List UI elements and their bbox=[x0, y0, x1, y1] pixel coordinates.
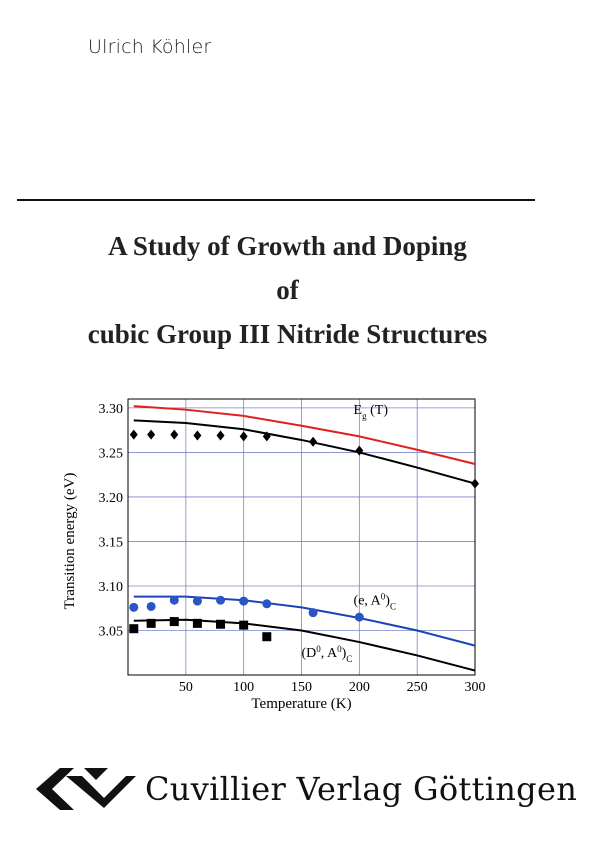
title-line-2: of bbox=[276, 275, 299, 305]
title-line-3: cubic Group III Nitride Structures bbox=[87, 319, 488, 349]
data-point-diamond bbox=[193, 430, 202, 441]
data-point-diamond bbox=[147, 429, 156, 440]
x-tick-label: 50 bbox=[179, 680, 193, 695]
y-tick-label: 3.25 bbox=[99, 446, 124, 461]
fit-curve bbox=[133, 595, 476, 647]
data-point-diamond bbox=[170, 429, 179, 440]
x-tick-label: 150 bbox=[291, 680, 312, 695]
y-tick-label: 3.30 bbox=[99, 402, 124, 417]
data-point-square bbox=[129, 624, 139, 634]
publisher-logo-icon bbox=[36, 768, 136, 810]
y-tick-label: 3.05 bbox=[99, 624, 124, 639]
data-point-circle bbox=[262, 599, 272, 609]
data-point-circle bbox=[354, 612, 364, 622]
data-point-diamond bbox=[216, 430, 225, 441]
data-point-diamond bbox=[471, 478, 479, 489]
curve-label-e-a0: (e, A0)C bbox=[354, 592, 396, 612]
chart-curves bbox=[133, 405, 476, 672]
data-point-diamond bbox=[309, 436, 318, 447]
curve-label-eg: Eg (T) bbox=[354, 403, 389, 421]
y-tick-label: 3.10 bbox=[99, 580, 124, 595]
data-point-square bbox=[146, 618, 156, 628]
fit-curve bbox=[133, 618, 476, 672]
data-point-diamond bbox=[355, 445, 364, 456]
data-point-square bbox=[169, 617, 179, 627]
data-point-square bbox=[262, 632, 272, 642]
data-point-diamond bbox=[129, 429, 138, 440]
data-point-circle bbox=[216, 595, 226, 605]
x-axis-label: Temperature (K) bbox=[251, 696, 351, 712]
fit-curve bbox=[133, 405, 476, 465]
data-point-square bbox=[239, 620, 249, 630]
title-divider bbox=[17, 199, 535, 201]
curve-label-d0-a0: (D0, A0)C bbox=[302, 644, 353, 664]
x-tick-label: 300 bbox=[465, 680, 486, 695]
chart-markers bbox=[129, 429, 479, 642]
cover-chart: 50 100 150 200 250 300 3.05 3.10 3.15 3.20 3.25 3.3… bbox=[62, 398, 486, 712]
x-tick-label: 100 bbox=[233, 680, 254, 695]
curve-labels: Eg (T) (e, A0)C (D0, A0)C bbox=[302, 403, 396, 664]
data-point-circle bbox=[192, 596, 202, 606]
y-tick-label: 3.15 bbox=[99, 535, 124, 550]
data-point-circle bbox=[169, 595, 179, 605]
data-point-circle bbox=[129, 602, 139, 612]
data-point-circle bbox=[146, 601, 156, 611]
publisher-name: Cuvillier Verlag Göttingen bbox=[145, 770, 578, 808]
author-name: Ulrich Köhler bbox=[88, 36, 212, 58]
data-point-square bbox=[192, 618, 202, 628]
x-tick-label: 200 bbox=[349, 680, 370, 695]
data-point-square bbox=[216, 619, 226, 629]
fit-curve bbox=[133, 419, 476, 485]
data-point-circle bbox=[308, 608, 318, 618]
y-tick-label: 3.20 bbox=[99, 491, 124, 506]
chart-frame bbox=[127, 398, 476, 676]
x-tick-label: 250 bbox=[407, 680, 428, 695]
data-point-circle bbox=[239, 596, 249, 606]
data-point-diamond bbox=[262, 431, 271, 442]
chart-ticks: 50 100 150 200 250 300 3.05 3.10 3.15 3.20 3.25 3.3… bbox=[99, 402, 486, 695]
y-axis-label: Transition energy (eV) bbox=[62, 473, 78, 610]
data-point-diamond bbox=[239, 431, 248, 442]
title-line-1: A Study of Growth and Doping bbox=[108, 231, 467, 261]
